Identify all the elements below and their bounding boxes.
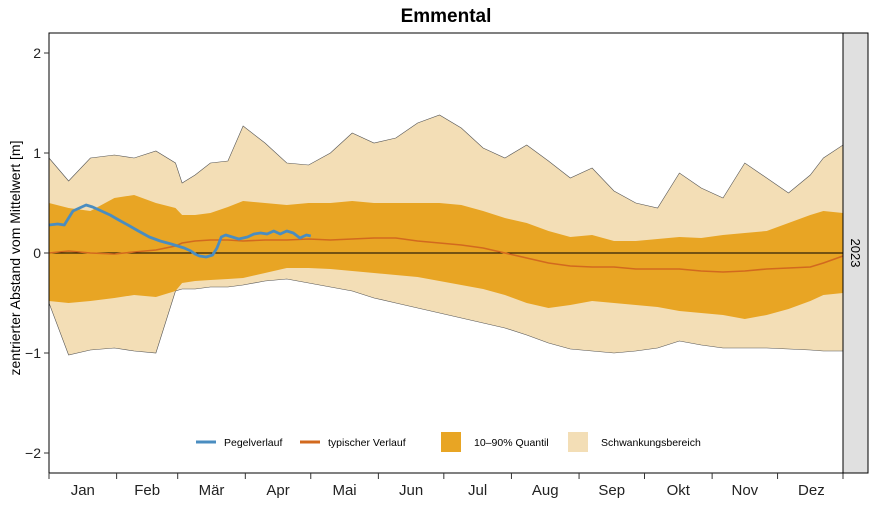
legend-label: Schwankungsbereich <box>601 437 701 449</box>
facet-strip: 2023 <box>842 32 869 474</box>
x-axis: Jan Feb Mär Apr Mai Jun Jul Aug Sep Okt Nov Dez <box>48 473 844 499</box>
y-tick-label: −2 <box>25 445 41 461</box>
x-tick-label: Nov <box>731 482 758 499</box>
pegelverlauf-line <box>48 203 312 259</box>
typischer-verlauf-line <box>48 237 844 273</box>
x-tick-label: Mär <box>199 482 225 499</box>
x-tick-label: Jun <box>399 482 423 499</box>
legend-key-schwankung <box>568 432 588 452</box>
quantil-band <box>49 195 843 319</box>
y-tick-label: 1 <box>33 145 41 161</box>
x-tick-label: Mai <box>332 482 356 499</box>
legend-label: 10–90% Quantil <box>474 437 549 449</box>
legend: Pegelverlauf typischer Verlauf 10–90% Quan… <box>196 432 701 452</box>
y-axis-title: zentrierter Abstand vom Mittelwert [m] <box>7 141 23 376</box>
y-tick-label: 0 <box>33 245 41 261</box>
x-tick-label: Jan <box>71 482 95 499</box>
facet-strip-background <box>842 32 869 474</box>
legend-label: Pegelverlauf <box>224 437 282 449</box>
y-tick-label: 2 <box>33 45 41 61</box>
x-tick-label: Aug <box>532 482 559 499</box>
x-tick-label: Jul <box>468 482 487 499</box>
plot-area <box>48 32 844 474</box>
x-tick-label: Apr <box>266 482 289 499</box>
x-tick-label: Sep <box>598 482 625 499</box>
y-tick-label: −1 <box>25 345 41 361</box>
y-axis: −2 −1 0 1 2 <box>25 45 49 461</box>
legend-label: typischer Verlauf <box>328 437 406 449</box>
chart-title: Emmental <box>401 6 492 27</box>
x-tick-label: Okt <box>667 482 691 499</box>
x-tick-label: Feb <box>134 482 160 499</box>
facet-strip-label: 2023 <box>848 239 863 268</box>
x-tick-label: Dez <box>798 482 825 499</box>
legend-key-quantil <box>441 432 461 452</box>
